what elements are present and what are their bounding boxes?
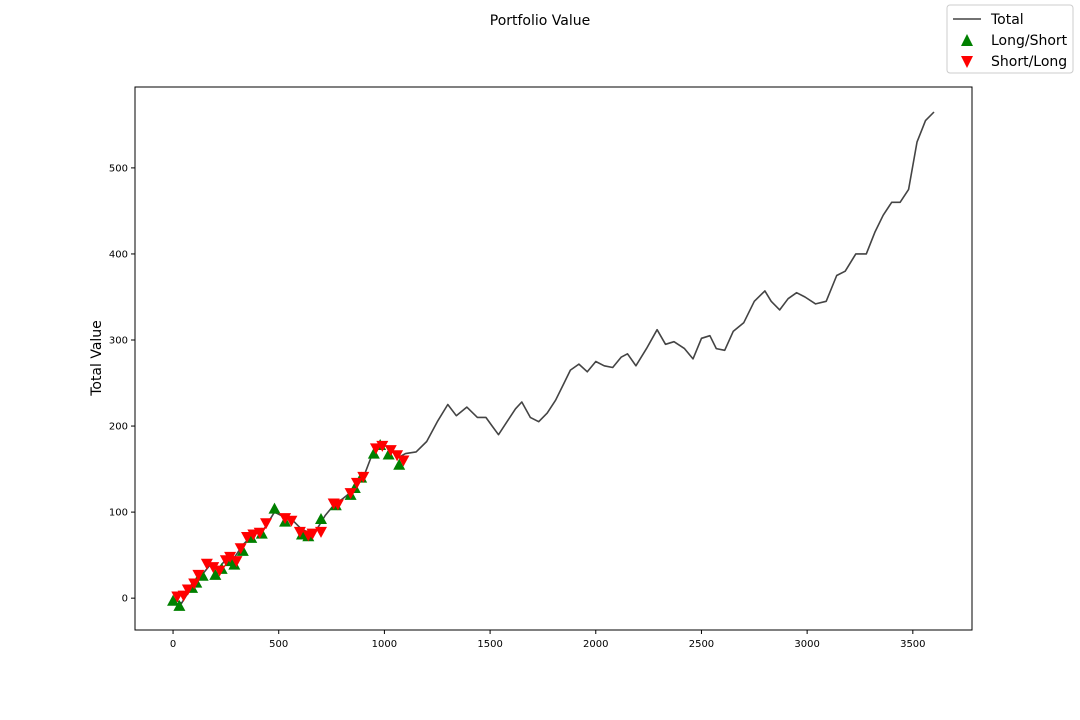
short-long-marker	[230, 556, 243, 568]
short-long-marker	[181, 584, 194, 596]
short-long-marker	[306, 528, 319, 540]
x-axis: 0 500 1000 1500 2000 2500 3000 3500	[170, 630, 926, 650]
y-tick-label: 200	[109, 422, 128, 433]
legend-frame	[946, 4, 1074, 74]
short-long-marker	[253, 527, 266, 539]
x-tick-label: 3000	[794, 639, 819, 650]
long-short-marker	[167, 594, 180, 606]
long-short-marker	[209, 568, 222, 580]
short-long-marker	[200, 558, 213, 570]
short-long-marker	[260, 518, 273, 530]
x-tick-label: 3500	[900, 639, 925, 650]
y-tick-label: 500	[109, 163, 128, 174]
plot-layer	[167, 111, 935, 611]
plot-area	[134, 86, 973, 631]
short-long-marker	[241, 532, 254, 544]
y-axis: 0 100 200 300 400 500	[109, 163, 135, 605]
x-tick-label: 1500	[477, 639, 502, 650]
legend: Total Long/Short Short/Long	[946, 4, 1074, 74]
short-long-marker	[188, 578, 201, 590]
short-long-marker	[177, 590, 190, 602]
long-short-marker	[315, 512, 327, 524]
short-long-marker	[357, 471, 370, 483]
short-long-marker	[213, 565, 226, 577]
x-tick-label: 2000	[583, 639, 608, 650]
short-long-marker	[224, 551, 237, 563]
long-short-marker	[367, 447, 380, 459]
x-tick-label: 2500	[689, 639, 714, 650]
short-long-marker	[344, 488, 357, 500]
y-tick-label: 0	[122, 594, 128, 605]
long-short-marker	[228, 558, 241, 570]
y-axis-label: Total Value	[89, 320, 105, 397]
legend-short-long-label: Short/Long	[991, 54, 1067, 70]
y-tick-label: 300	[109, 335, 128, 346]
short-long-marker	[207, 562, 220, 574]
legend-long-short-label: Long/Short	[991, 33, 1068, 49]
short-long-marker	[234, 543, 247, 555]
short-long-marker	[350, 477, 363, 489]
short-long-marker	[376, 440, 389, 452]
short-long-marker	[285, 515, 298, 527]
short-long-marker	[384, 445, 397, 457]
long-short-marker	[173, 599, 186, 611]
x-tick-label: 0	[170, 639, 176, 650]
long-short-marker	[382, 448, 395, 460]
short-long-marker	[293, 526, 306, 538]
x-tick-label: 500	[269, 639, 288, 650]
x-tick-label: 1000	[372, 639, 397, 650]
legend-long-short-swatch	[961, 34, 973, 46]
long-short-marker	[393, 458, 406, 470]
short-long-marker	[391, 450, 404, 462]
long-short-marker	[268, 502, 281, 514]
short-long-marker	[397, 455, 410, 467]
short-long-marker	[315, 526, 327, 538]
short-long-marker	[369, 443, 382, 455]
short-long-marker	[331, 499, 344, 511]
y-tick-label: 100	[109, 508, 128, 519]
short-long-marker	[192, 569, 205, 581]
legend-short-long-swatch	[961, 56, 973, 68]
legend-total-label: Total	[990, 12, 1024, 28]
y-tick-label: 400	[109, 249, 128, 260]
chart-title: Portfolio Value	[490, 13, 591, 29]
